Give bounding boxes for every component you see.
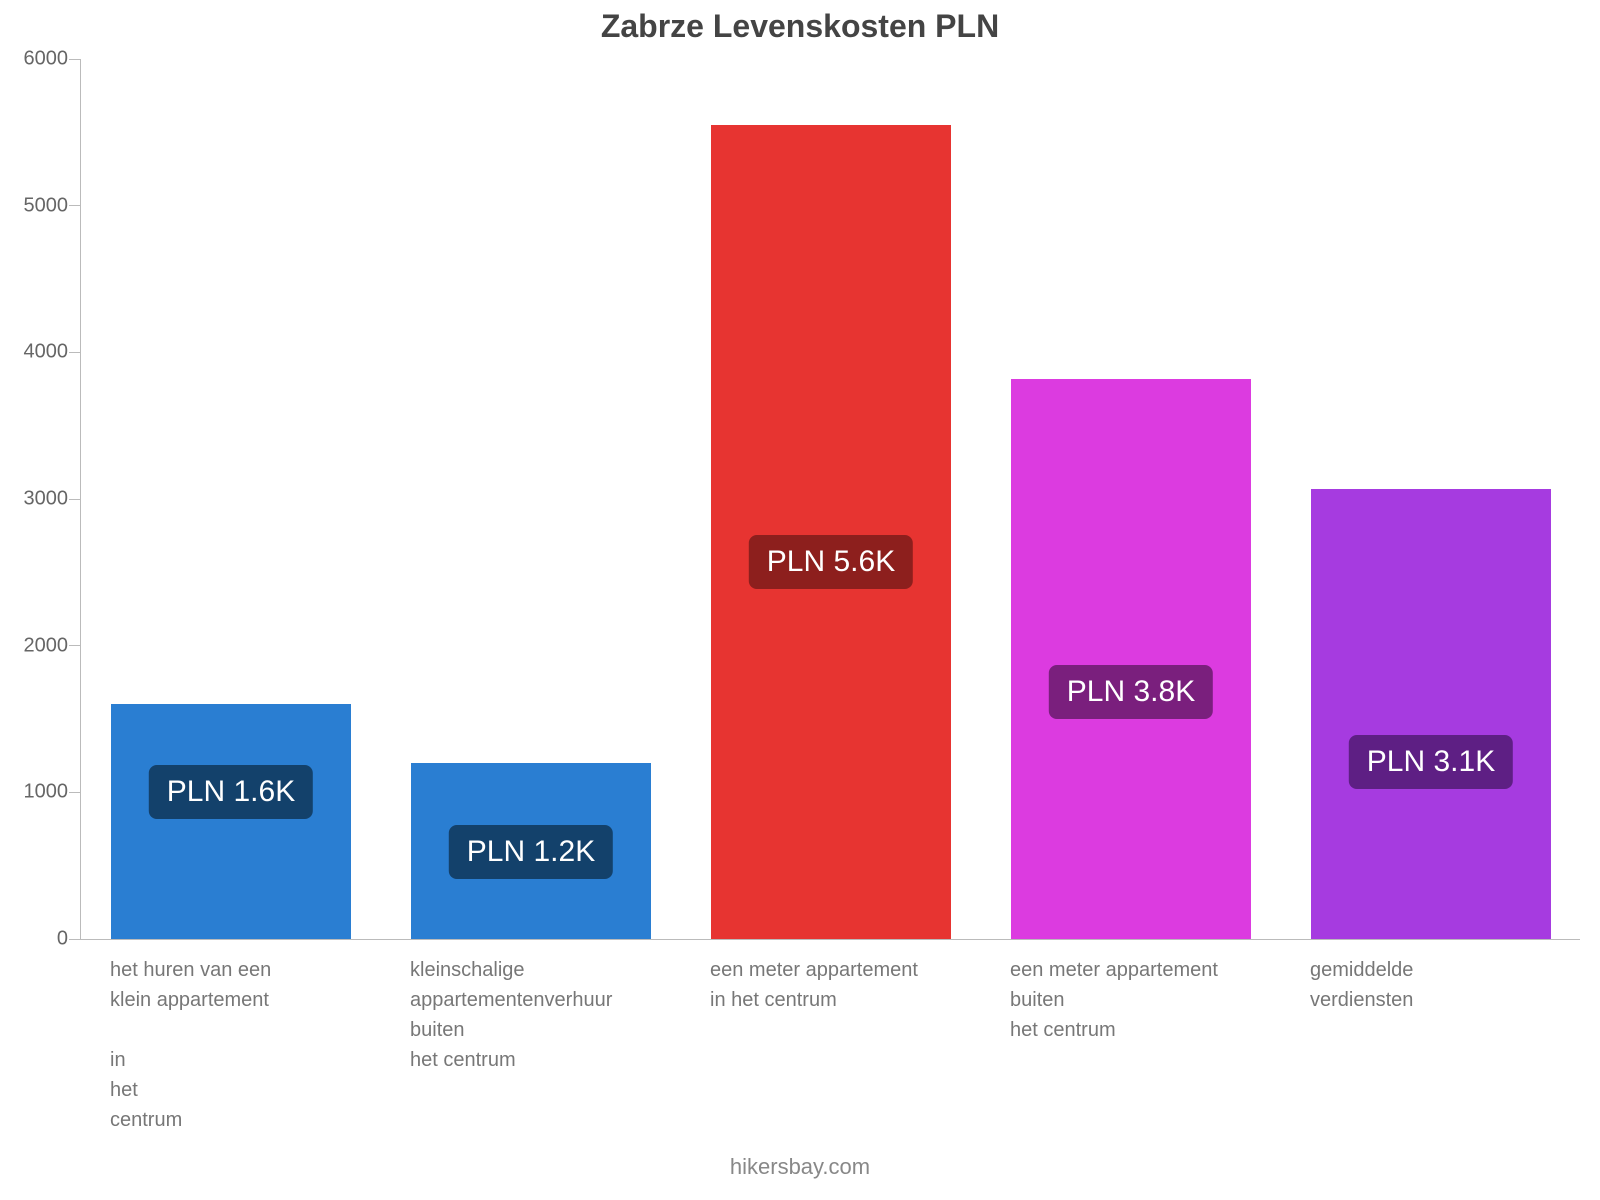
x-axis-label: gemiddelde verdiensten	[1310, 955, 1550, 1015]
x-axis-label: een meter appartement in het centrum	[710, 955, 950, 1015]
x-axis-label: kleinschalige appartementenverhuur buite…	[410, 955, 650, 1075]
plot-area: 0100020003000400050006000PLN 1.6KPLN 1.2…	[80, 60, 1580, 940]
y-axis-label: 5000	[24, 194, 69, 217]
bar: PLN 5.6K	[711, 125, 951, 939]
value-badge: PLN 5.6K	[749, 535, 913, 589]
bar: PLN 1.2K	[411, 763, 651, 939]
bar: PLN 3.1K	[1311, 489, 1551, 939]
bar: PLN 1.6K	[111, 704, 351, 939]
y-axis-label: 1000	[24, 781, 69, 804]
bar: PLN 3.8K	[1011, 379, 1251, 939]
y-axis-label: 4000	[24, 341, 69, 364]
chart-title: Zabrze Levenskosten PLN	[0, 8, 1600, 45]
x-axis-label: een meter appartement buiten het centrum	[1010, 955, 1250, 1045]
y-tick	[69, 939, 81, 940]
x-axis-label: het huren van een klein appartement in h…	[110, 955, 350, 1135]
value-badge: PLN 3.8K	[1049, 665, 1213, 719]
y-tick	[69, 59, 81, 60]
y-tick	[69, 205, 81, 206]
y-axis-label: 3000	[24, 488, 69, 511]
y-axis-label: 2000	[24, 634, 69, 657]
value-badge: PLN 1.6K	[149, 765, 313, 819]
chart-footer: hikersbay.com	[0, 1154, 1600, 1180]
y-axis-label: 0	[57, 928, 68, 951]
value-badge: PLN 3.1K	[1349, 735, 1513, 789]
y-tick	[69, 499, 81, 500]
y-tick	[69, 792, 81, 793]
y-tick	[69, 352, 81, 353]
value-badge: PLN 1.2K	[449, 825, 613, 879]
chart-container: Zabrze Levenskosten PLN 0100020003000400…	[0, 0, 1600, 1200]
y-axis-label: 6000	[24, 48, 69, 71]
y-tick	[69, 645, 81, 646]
